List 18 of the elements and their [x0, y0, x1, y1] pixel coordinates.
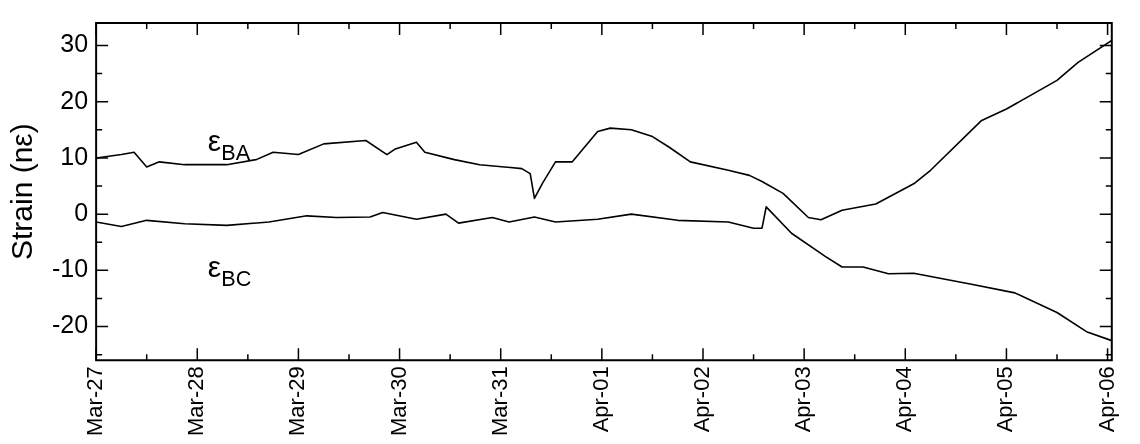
y-tick-label: -10 [51, 254, 89, 283]
x-tick-label: Apr-04 [891, 366, 917, 433]
y-tick-label: -20 [51, 310, 89, 339]
y-tick-label: 10 [60, 141, 89, 170]
y-tick-label: 20 [60, 85, 89, 114]
x-tick-label: Apr-06 [1093, 366, 1119, 433]
x-tick-label: Mar-30 [385, 366, 411, 436]
y-tick-label: 30 [60, 29, 89, 58]
y-tick-label: 0 [74, 198, 89, 227]
x-tick-label: Apr-01 [587, 366, 613, 433]
x-tick-label: Apr-03 [790, 366, 816, 433]
x-tick-label: Mar-27 [82, 366, 108, 436]
x-tick-label: Apr-05 [992, 366, 1018, 433]
x-tick-label: Mar-29 [284, 366, 310, 436]
x-tick-label: Mar-28 [183, 366, 209, 436]
y-axis-title: Strain (nε) [5, 123, 39, 261]
x-tick-label: Mar-31 [486, 366, 512, 436]
x-tick-label: Apr-02 [689, 366, 715, 433]
